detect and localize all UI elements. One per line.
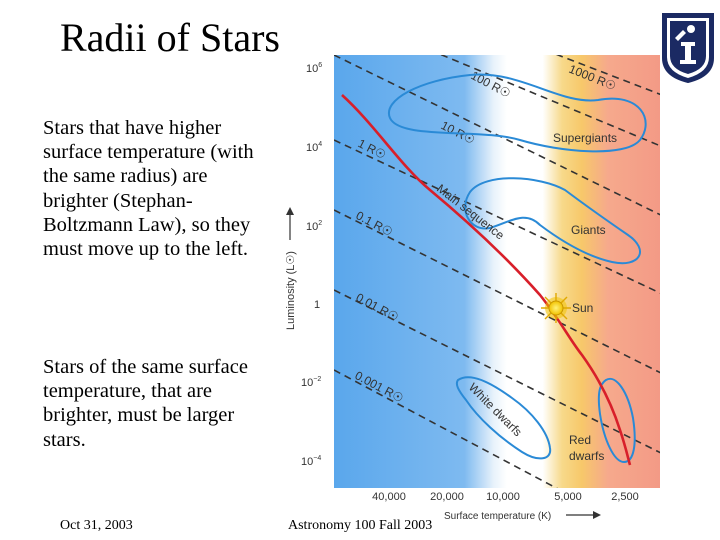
body-paragraph-2: Stars of the same surface temperature, t… xyxy=(43,356,248,451)
slide-title: Radii of Stars xyxy=(60,15,280,60)
red-dwarfs-outline xyxy=(597,377,636,464)
red-dwarfs-label-line1: Red xyxy=(569,433,591,447)
radius-lines xyxy=(334,55,660,488)
x-tick-10000: 10,000 xyxy=(486,491,520,503)
radius-line-100 xyxy=(439,55,660,147)
supergiants-label: Supergiants xyxy=(553,131,617,145)
x-tick-40000: 40,000 xyxy=(372,491,406,503)
giants-outline xyxy=(464,177,641,265)
radius-line-0.001 xyxy=(334,369,558,488)
hr-diagram: 1000 R☉ 100 R☉ 10 R☉ 1 R☉ 0.1 R☉ 0.01 R☉… xyxy=(285,55,660,522)
supergiants-outline xyxy=(387,73,647,153)
y-tick-1e6: 106 xyxy=(306,62,322,75)
y-tick-1e4: 104 xyxy=(306,141,322,154)
x-axis-label: Surface temperature (K) xyxy=(444,511,551,522)
x-axis-arrow-icon xyxy=(566,511,601,519)
body-paragraph-1: Stars that have higher surface temperatu… xyxy=(43,117,254,261)
footer-course: Astronomy 100 Fall 2003 xyxy=(288,518,433,533)
x-tick-5000: 5,000 xyxy=(554,491,582,503)
sun-label: Sun xyxy=(572,301,593,315)
y-tick-1e-4: 10−4 xyxy=(301,455,321,468)
radius-line-10 xyxy=(334,55,660,216)
red-dwarfs-label-line2: dwarfs xyxy=(569,449,604,463)
sun-icon xyxy=(541,293,571,323)
university-seal-icon xyxy=(662,13,714,84)
y-tick-1e-2: 10−2 xyxy=(301,376,321,389)
y-tick-1e2: 102 xyxy=(306,220,322,233)
temperature-color-band xyxy=(334,55,660,488)
radius-line-1 xyxy=(334,139,660,294)
y-axis-label: Luminosity (L☉) xyxy=(285,251,297,330)
y-tick-1: 1 xyxy=(314,299,320,311)
giants-label: Giants xyxy=(571,223,606,237)
y-axis-arrow-icon xyxy=(286,207,294,240)
x-tick-2500: 2,500 xyxy=(611,491,639,503)
radius-line-0.1 xyxy=(334,209,660,374)
radius-line-0.01 xyxy=(334,289,660,454)
x-tick-20000: 20,000 xyxy=(430,491,464,503)
footer-date: Oct 31, 2003 xyxy=(60,518,133,533)
white-dwarfs-outline xyxy=(455,376,552,460)
